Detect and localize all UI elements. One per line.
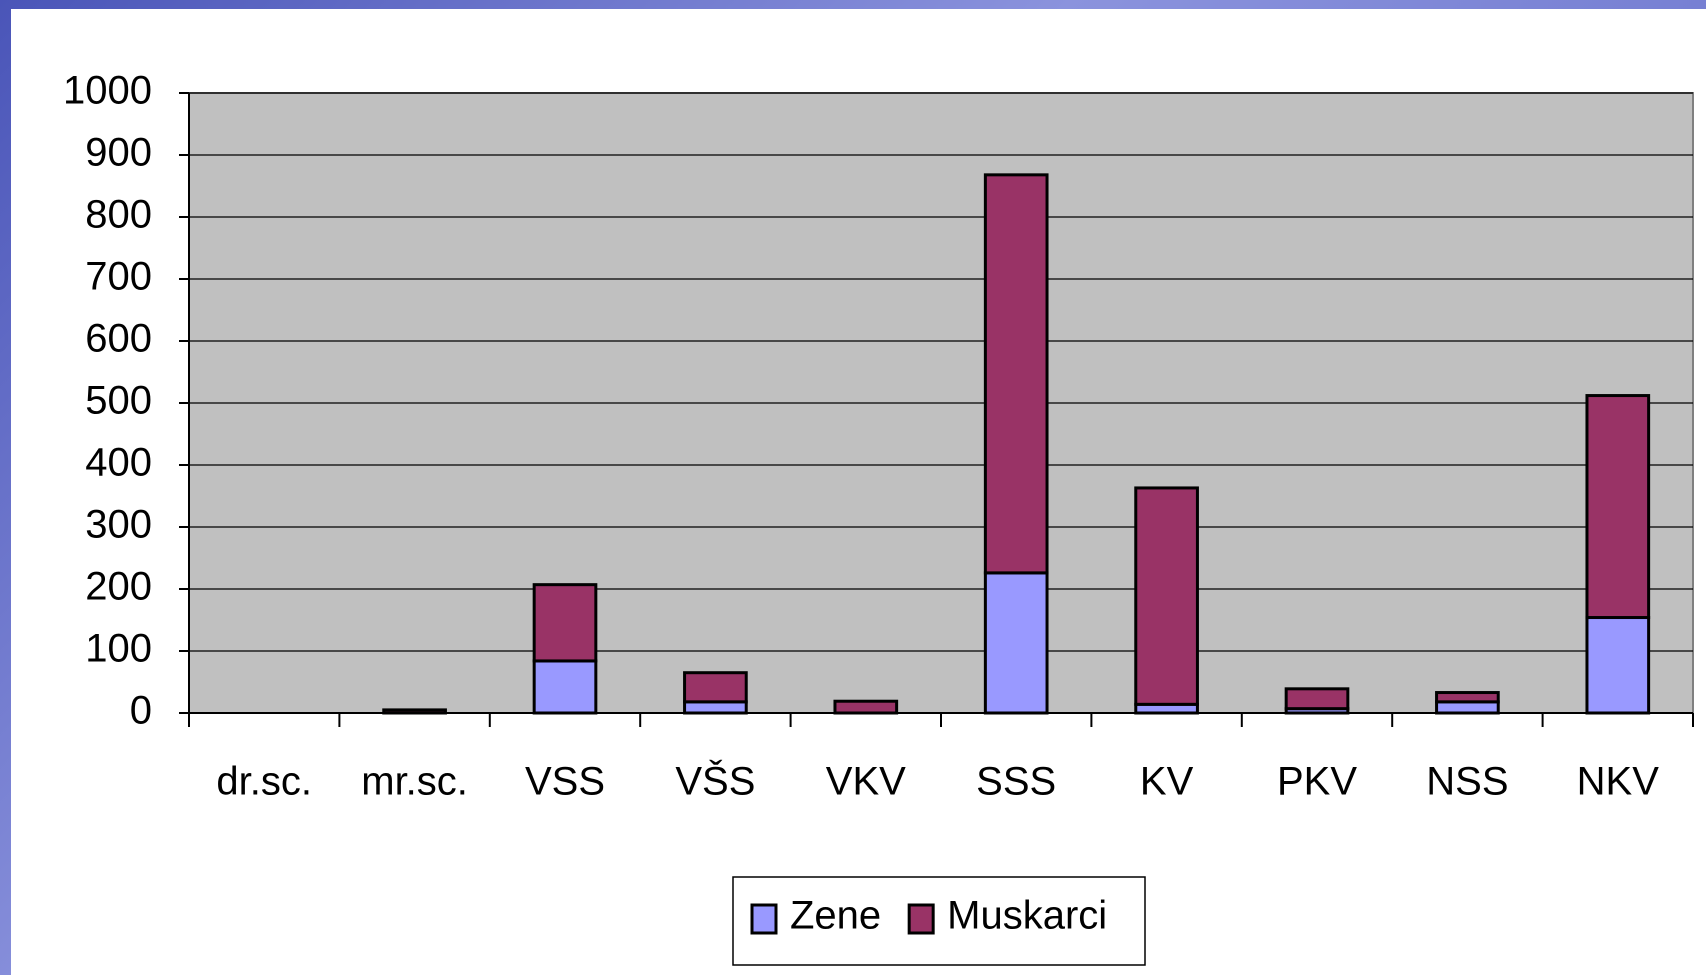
bar-segment <box>833 699 899 715</box>
y-tick-label: 700 <box>85 255 152 299</box>
x-tick-label: KV <box>1140 760 1194 804</box>
y-tick-label: 500 <box>85 379 152 423</box>
bar-segment <box>983 173 1049 575</box>
bar-segment <box>683 671 748 704</box>
legend-label: Muskarci <box>947 894 1107 938</box>
legend-label: Zene <box>790 894 881 938</box>
bar-segment <box>1435 700 1500 715</box>
x-tick-label: NSS <box>1426 760 1508 804</box>
bar-segment <box>1284 687 1350 711</box>
y-tick-label: 1000 <box>63 69 152 113</box>
bar-segment <box>532 583 598 663</box>
bar-segment <box>1134 486 1199 706</box>
bar-segment <box>532 659 598 715</box>
x-tick-label: SSS <box>976 760 1056 804</box>
x-tick-label: PKV <box>1277 760 1357 804</box>
x-tick-label: VKV <box>826 760 906 804</box>
y-tick-label: 800 <box>85 193 152 237</box>
bar-segment <box>683 700 748 715</box>
y-tick-label: 200 <box>85 565 152 609</box>
bar-segment <box>1435 691 1500 704</box>
bar-segment <box>1585 394 1651 620</box>
y-tick-label: 300 <box>85 503 152 547</box>
x-tick-label: NKV <box>1577 760 1660 804</box>
x-tick-label: VSS <box>525 760 605 804</box>
y-tick-label: 600 <box>85 317 152 361</box>
bar-segment <box>382 708 447 715</box>
legend-box <box>732 876 1146 966</box>
bar-segment <box>983 571 1049 715</box>
y-tick-label: 400 <box>85 441 152 485</box>
x-tick-label: dr.sc. <box>216 760 312 804</box>
bar-segment <box>1585 616 1651 715</box>
y-tick-label: 900 <box>85 131 152 175</box>
legend-swatch <box>750 903 778 935</box>
y-tick-label: 100 <box>85 627 152 671</box>
x-tick-label: VŠS <box>675 759 755 804</box>
x-tick-label: mr.sc. <box>361 760 468 804</box>
y-tick-label: 0 <box>130 689 152 733</box>
legend-swatch <box>907 903 935 935</box>
